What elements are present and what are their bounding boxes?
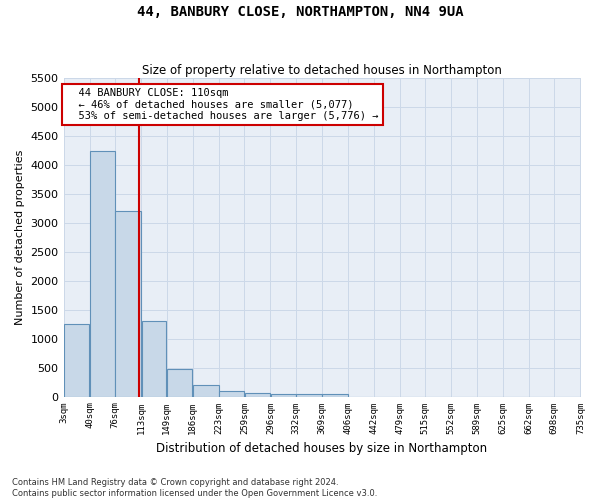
- Bar: [90, 150, 115, 396]
- Bar: [115, 212, 141, 396]
- Text: Contains HM Land Registry data © Crown copyright and database right 2024.
Contai: Contains HM Land Registry data © Crown c…: [12, 478, 377, 498]
- X-axis label: Distribution of detached houses by size in Northampton: Distribution of detached houses by size …: [157, 442, 488, 455]
- Title: Size of property relative to detached houses in Northampton: Size of property relative to detached ho…: [142, 64, 502, 77]
- Bar: [64, 324, 89, 396]
- Text: 44 BANBURY CLOSE: 110sqm
  ← 46% of detached houses are smaller (5,077)
  53% of: 44 BANBURY CLOSE: 110sqm ← 46% of detach…: [66, 88, 379, 121]
- Bar: [219, 392, 244, 396]
- Bar: [245, 393, 270, 396]
- Bar: [322, 394, 348, 396]
- Bar: [296, 394, 322, 396]
- Bar: [167, 369, 193, 396]
- Bar: [142, 322, 166, 396]
- Bar: [271, 394, 296, 396]
- Text: 44, BANBURY CLOSE, NORTHAMPTON, NN4 9UA: 44, BANBURY CLOSE, NORTHAMPTON, NN4 9UA: [137, 5, 463, 19]
- Bar: [193, 385, 218, 396]
- Y-axis label: Number of detached properties: Number of detached properties: [15, 150, 25, 325]
